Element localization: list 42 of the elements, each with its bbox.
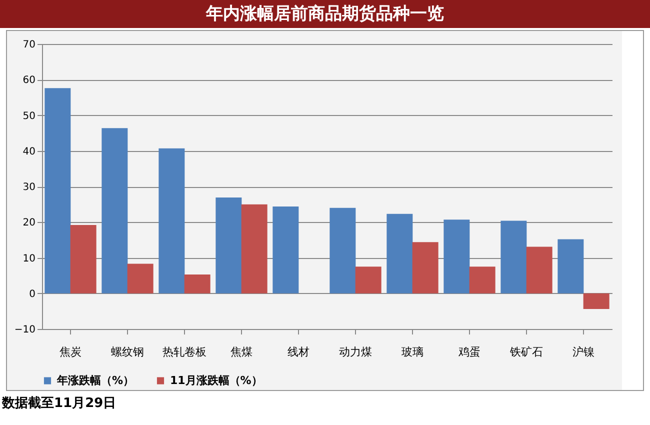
x-tick-label: 鸡蛋: [458, 346, 480, 358]
y-tick-label: 10: [22, 253, 36, 264]
bar: [386, 214, 413, 294]
legend-label: 年涨跌幅（%）: [56, 374, 134, 387]
x-tick-label: 铁矿石: [509, 346, 543, 358]
x-tick-label: 热轧卷板: [162, 346, 206, 358]
text: 数据截至11月29日: [0, 395, 118, 413]
y-tick-label: −10: [14, 324, 36, 336]
bar: [583, 293, 610, 310]
y-tick-label: 40: [22, 146, 36, 158]
bar: [272, 206, 299, 294]
x-tick-label: 线材: [288, 346, 310, 358]
bar: [355, 266, 382, 294]
bar: [330, 208, 356, 294]
y-tick-label: 20: [22, 218, 36, 229]
x-tick-label: 螺纹钢: [111, 346, 144, 358]
x-tick-label: 焦炭: [60, 346, 82, 358]
y-tick-label: 30: [22, 182, 36, 193]
x-tick-label: 焦煤: [230, 346, 252, 358]
bar: [44, 88, 71, 294]
bar: [241, 204, 268, 294]
legend-label: 11月涨跌幅（%）: [170, 374, 262, 387]
y-tick-label: 50: [22, 110, 36, 122]
bar: [127, 264, 154, 294]
bar: [500, 220, 527, 294]
chart-title: 年内涨幅居前商品期货品种一览: [0, 0, 650, 28]
bar: [184, 274, 210, 294]
x-tick-label: 沪镍: [572, 346, 594, 358]
bar: [558, 239, 584, 294]
bar: [469, 266, 496, 294]
bar: [526, 246, 552, 294]
bar: [444, 220, 470, 294]
y-tick-label: 70: [22, 40, 36, 50]
x-tick-label: 动力煤: [339, 346, 372, 358]
y-tick-label: 0: [29, 288, 36, 300]
bar: [412, 242, 438, 294]
x-tick-label: 玻璃: [402, 346, 424, 358]
y-tick-label: 60: [22, 75, 36, 86]
bar: [216, 198, 242, 294]
bar: [158, 148, 185, 294]
bar: [70, 224, 96, 294]
bar: [102, 128, 128, 294]
